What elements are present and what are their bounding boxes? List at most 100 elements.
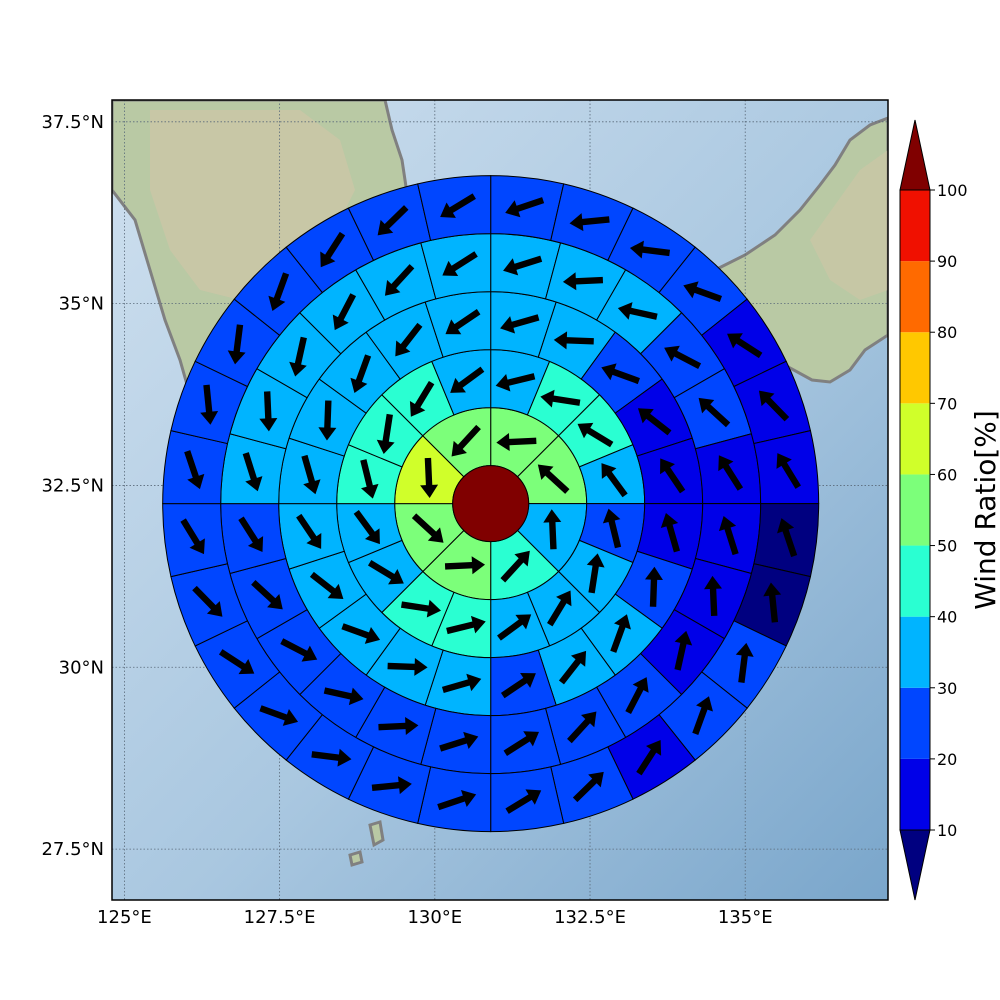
wind-arrow: [776, 453, 801, 489]
wind-arrow: [318, 400, 337, 441]
wind-arrow: [376, 413, 395, 454]
colorbar: 10 20 30 40 50 60 70 80 90 100: [899, 119, 968, 901]
okinawa-island: [368, 820, 385, 848]
wind-arrow: [378, 716, 419, 735]
colorbar-tick-label: 30: [937, 679, 957, 698]
wind-arrow: [395, 322, 423, 357]
wind-arrow: [602, 508, 622, 549]
wind-arrow: [350, 354, 372, 394]
wind-arrow: [727, 333, 763, 359]
colorbar-segment: [900, 190, 930, 262]
colorbar-extend-min: [899, 829, 931, 901]
wind-arrow: [567, 711, 597, 744]
wind-arrow: [440, 193, 476, 218]
wind-arrow: [387, 657, 428, 676]
colorbar-tick-label: 90: [937, 252, 957, 271]
wind-arrow: [353, 510, 380, 545]
wind-arrow: [332, 293, 357, 331]
wind-arrow: [692, 696, 713, 735]
colorbar-segment: [900, 261, 930, 333]
wind-arrow: [442, 251, 478, 277]
wind-arrow: [367, 559, 404, 585]
wind-arrow: [341, 623, 381, 644]
lat-tick-label: 30°N: [59, 657, 104, 678]
wind-ratio-sectors: [162, 175, 820, 833]
colorbar-segment: [900, 332, 930, 404]
wind-arrow: [500, 314, 540, 334]
wind-arrow: [537, 464, 570, 494]
colorbar-tick-label: 10: [937, 821, 957, 840]
lon-tick-label: 125°E: [97, 907, 152, 928]
wind-arrow: [601, 463, 628, 498]
wind-arrow: [446, 615, 486, 635]
wind-arrow: [636, 740, 662, 776]
wind-arrow: [251, 579, 283, 610]
wind-arrow: [610, 614, 631, 653]
center-disk: [452, 465, 530, 543]
colorbar-segment: [900, 687, 930, 759]
wind-arrow: [242, 452, 263, 492]
wind-arrow: [503, 255, 543, 276]
wind-arrow: [180, 518, 205, 555]
wind-arrow: [280, 638, 318, 662]
wind-arrow: [558, 650, 587, 685]
lon-tick-label: 127.5°E: [244, 907, 316, 928]
wind-arrow: [777, 518, 798, 558]
wind-arrow: [644, 566, 663, 607]
colorbar-frame: [899, 189, 931, 831]
lon-tick-label: 132.5°E: [554, 907, 626, 928]
map-frame: [111, 99, 889, 901]
colorbar-tick-label: 40: [937, 608, 957, 627]
wind-arrow: [259, 391, 278, 432]
wind-arrow: [218, 649, 255, 675]
lon-tick-label: 130°E: [407, 907, 462, 928]
wind-arrow: [629, 240, 671, 259]
wind-arrow: [660, 458, 686, 494]
colorbar-segment: [900, 545, 930, 617]
wind-arrow: [384, 264, 415, 296]
colorbar-tick-label: 80: [937, 323, 957, 342]
wind-arrow: [268, 272, 290, 312]
wind-arrow: [200, 384, 219, 425]
wind-arrow: [445, 309, 481, 335]
wind-arrow: [411, 513, 444, 543]
lat-tick-label: 35°N: [59, 294, 104, 315]
wind-arrow: [377, 205, 409, 236]
wind-direction-arrows: [180, 193, 801, 814]
wind-arrow: [360, 459, 379, 499]
colorbar-label: Wind Ratio[%]: [969, 410, 1000, 610]
wind-arrow: [577, 422, 614, 448]
wind-arrow: [505, 197, 545, 218]
colorbar-tick-label: 20: [937, 750, 957, 769]
wind-arrow: [503, 731, 540, 757]
wind-arrow: [718, 455, 744, 491]
wind-arrow: [569, 213, 610, 232]
wind-arrow: [420, 457, 439, 498]
wind-arrow: [311, 748, 352, 767]
wind-arrow: [586, 553, 605, 594]
wind-arrow: [698, 397, 731, 428]
wind-arrow: [543, 509, 562, 550]
wind-arrow: [495, 373, 536, 392]
colorbar-segment: [900, 474, 930, 546]
lat-tick-label: 32.5°N: [41, 475, 104, 496]
colorbar-segment: [900, 403, 930, 475]
wind-arrow: [227, 324, 246, 365]
wind-arrow: [704, 575, 723, 616]
wind-arrow: [238, 516, 264, 552]
wind-arrow: [323, 687, 364, 706]
lon-tick-label: 135°E: [718, 907, 773, 928]
wind-arrow: [540, 389, 581, 408]
wind-arrow: [259, 705, 299, 726]
colorbar-tick-label: 50: [937, 537, 957, 556]
wind-arrow: [637, 408, 672, 436]
wind-arrow: [617, 302, 658, 320]
colorbar-extend-max: [899, 119, 931, 191]
wind-arrow: [505, 789, 542, 814]
wind-arrow: [601, 363, 640, 385]
wind-arrow: [301, 454, 321, 495]
ryukyu-island: [348, 850, 364, 867]
lat-tick-label: 37.5°N: [41, 112, 104, 133]
wind-arrow: [758, 390, 790, 422]
